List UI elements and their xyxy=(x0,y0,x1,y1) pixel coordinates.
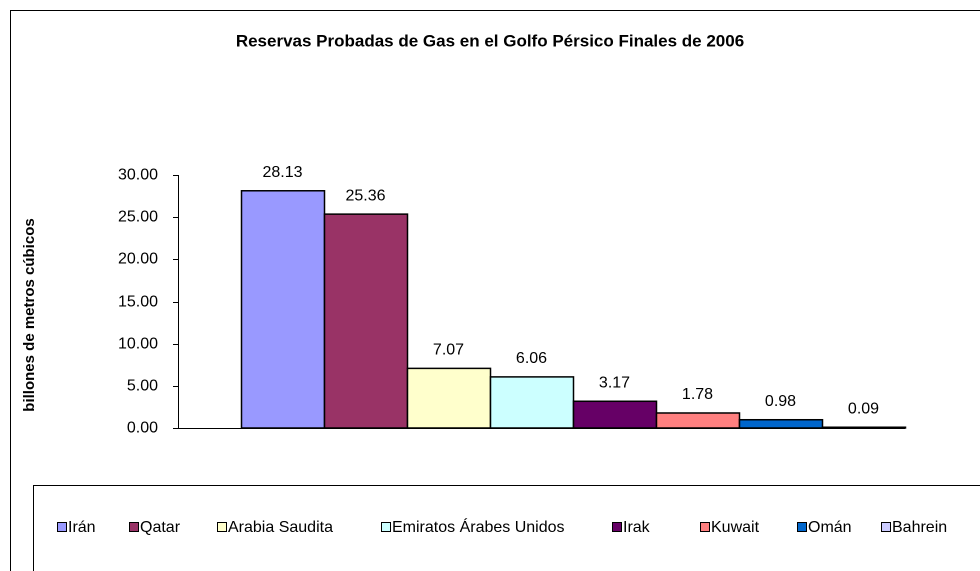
legend-swatch xyxy=(797,522,807,532)
data-label: 0.98 xyxy=(765,393,796,410)
legend-swatch xyxy=(700,522,710,532)
y-tick-label: 20.00 xyxy=(118,251,158,268)
chart-frame xyxy=(10,10,980,571)
legend-label: Arabia Saudita xyxy=(228,519,333,536)
y-tick-label: 25.00 xyxy=(118,209,158,226)
legend-swatch xyxy=(612,522,622,532)
y-tick-label: 5.00 xyxy=(127,378,158,395)
bar xyxy=(323,213,409,429)
data-label: 3.17 xyxy=(599,374,630,391)
legend-label: Irak xyxy=(623,519,651,536)
data-label: 1.78 xyxy=(682,386,713,403)
bar xyxy=(738,418,824,429)
bar xyxy=(489,376,575,429)
data-label: 28.13 xyxy=(262,164,302,181)
data-label: 7.07 xyxy=(433,342,464,359)
y-tick-label: 30.00 xyxy=(118,167,158,184)
bar xyxy=(572,400,658,429)
y-axis-label: billones de metros cúbicos xyxy=(21,218,38,411)
legend-label: Omán xyxy=(808,519,852,536)
y-tick-label: 0.00 xyxy=(127,420,158,437)
legend-swatch xyxy=(881,522,891,532)
data-label: 25.36 xyxy=(345,187,385,204)
legend-swatch xyxy=(217,522,227,532)
y-tick-label: 15.00 xyxy=(118,294,158,311)
legend-label: Irán xyxy=(68,519,96,536)
bar xyxy=(655,412,741,429)
bar xyxy=(406,367,492,429)
legend-label: Kuwait xyxy=(711,519,760,536)
legend-swatch xyxy=(57,522,67,532)
bar xyxy=(821,426,907,429)
legend-swatch xyxy=(129,522,139,532)
legend-swatch xyxy=(381,522,391,532)
data-label: 0.09 xyxy=(848,400,879,417)
chart-title: Reservas Probadas de Gas en el Golfo Pér… xyxy=(236,31,744,50)
legend-label: Qatar xyxy=(140,519,181,536)
legend-label: Bahrein xyxy=(892,519,947,536)
y-tick-label: 10.00 xyxy=(118,336,158,353)
bar xyxy=(240,190,326,429)
data-label: 6.06 xyxy=(516,350,547,367)
legend-label: Emiratos Árabes Unidos xyxy=(392,517,565,536)
legend-box xyxy=(33,485,980,571)
